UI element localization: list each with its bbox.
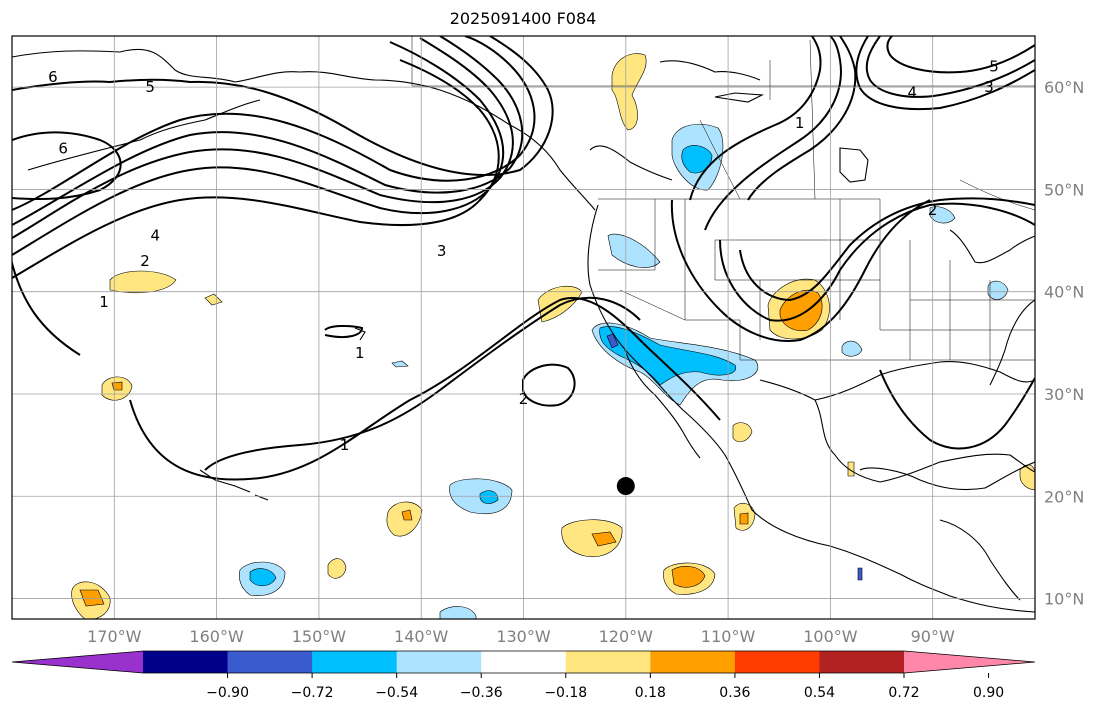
colorbar-segment [481, 651, 567, 673]
colorbar [11, 650, 1036, 674]
contour-label: 5 [989, 58, 999, 76]
colorbar-segment [734, 651, 820, 673]
map-title: 2025091400 F084 [449, 9, 597, 28]
plot-frame [11, 35, 1036, 620]
contour-label: 1 [355, 344, 365, 362]
colorbar-tick-label: 0.90 [973, 685, 1004, 701]
lon-tick-label: 120°W [599, 627, 654, 646]
latitude-ticks: 60°N 50°N 40°N 30°N 20°N 10°N [1044, 78, 1084, 608]
lat-tick-label: 50°N [1044, 180, 1084, 199]
lon-tick-label: 170°W [87, 627, 142, 646]
contour-label: 1 [340, 436, 350, 454]
contour-label: 2 [140, 252, 150, 270]
colorbar-tick-label: −0.54 [375, 685, 418, 701]
contour-label: 2 [519, 390, 529, 408]
contour-label: 6 [48, 68, 58, 86]
colorbar-outline [11, 650, 1036, 674]
contour-label: 4 [150, 226, 160, 244]
shading-layer [71, 53, 1035, 619]
lat-tick-label: 20°N [1044, 487, 1084, 506]
colorbar-tick-label: 0.36 [719, 685, 750, 701]
colorbar-extend-max [904, 651, 1035, 673]
lon-tick-label: 90°W [911, 627, 955, 646]
contour-label: 2 [928, 201, 938, 219]
colorbar-segment [819, 651, 905, 673]
graticule [12, 36, 1035, 619]
lat-tick-label: 40°N [1044, 283, 1084, 302]
lon-tick-label: 160°W [189, 627, 244, 646]
colorbar-ticks: −0.90 −0.72 −0.54 −0.36 −0.18 0.18 0.36 0.54 0.7… [206, 673, 1004, 701]
longitude-ticks: 170°W 160°W 150°W 140°W 130°W 120°W 110°W 100°W… [87, 627, 955, 646]
contour-label: 4 [907, 83, 917, 101]
contour-label: 5 [145, 78, 155, 96]
contour-label: 3 [984, 78, 994, 96]
contour-label: 3 [437, 242, 447, 260]
colorbar-tick-label: −0.72 [291, 685, 334, 701]
colorbar-tick-label: −0.90 [206, 685, 249, 701]
colorbar-extend-min [12, 651, 143, 673]
colorbar-segment [143, 651, 229, 673]
colorbar-segment [227, 651, 313, 673]
lat-tick-label: 10°N [1044, 590, 1084, 609]
colorbar-tick-label: −0.18 [544, 685, 587, 701]
colorbar-tick-label: 0.54 [804, 685, 835, 701]
contour-label: 6 [58, 140, 68, 158]
colorbar-segment [312, 651, 398, 673]
lon-tick-label: 130°W [496, 627, 551, 646]
colorbar-segment [396, 651, 482, 673]
colorbar-tick-label: −0.36 [460, 685, 503, 701]
point-marker [616, 477, 635, 496]
contour-label: 1 [99, 293, 109, 311]
contours [12, 36, 1035, 481]
lon-tick-label: 110°W [701, 627, 756, 646]
lat-tick-label: 60°N [1044, 78, 1084, 97]
lon-tick-label: 140°W [394, 627, 449, 646]
lon-tick-label: 100°W [803, 627, 858, 646]
colorbar-segment [565, 651, 651, 673]
colorbar-tick-label: 0.72 [888, 685, 919, 701]
colorbar-tick-label: 0.18 [635, 685, 666, 701]
colorbar-segment [650, 651, 736, 673]
lon-tick-label: 150°W [292, 627, 347, 646]
contour-label: 1 [795, 114, 805, 132]
lat-tick-label: 30°N [1044, 385, 1084, 404]
